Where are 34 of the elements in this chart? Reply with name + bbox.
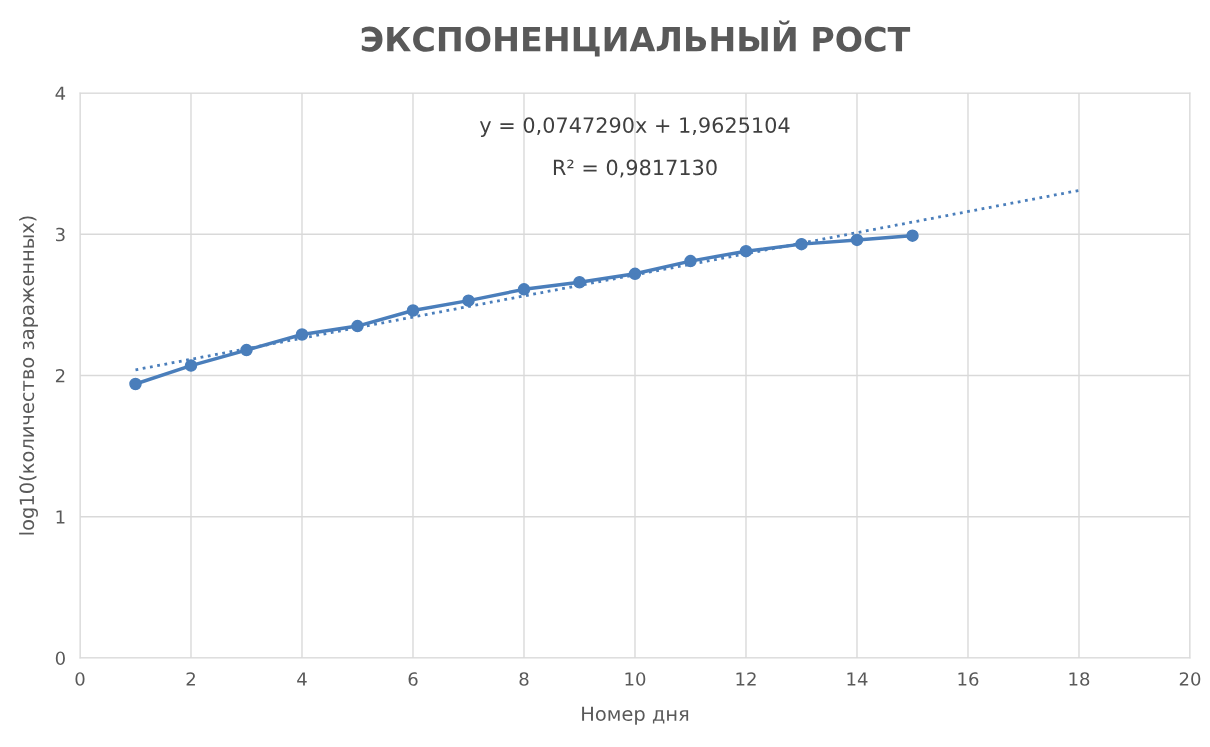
point — [406, 304, 420, 317]
point — [240, 343, 253, 357]
annotation: y = 0,0747290x + 1,9625104 — [479, 117, 790, 137]
point — [739, 244, 753, 258]
x-tick-label: 18 — [1069, 672, 1090, 686]
y-tick-label: 3 — [56, 227, 65, 242]
point — [184, 359, 198, 372]
point — [517, 283, 531, 296]
point — [295, 328, 309, 341]
x-tick-label: 2 — [186, 672, 195, 686]
x-tick-label: 20 — [1179, 672, 1201, 686]
point — [573, 276, 586, 289]
point — [129, 377, 142, 391]
x-tick-label: 16 — [958, 672, 979, 686]
y-tick-label: 1 — [56, 510, 65, 524]
x-tick-label: 8 — [519, 672, 529, 686]
point — [462, 294, 475, 307]
y-tick-label: 2 — [55, 368, 65, 383]
point — [906, 229, 919, 242]
point — [628, 267, 642, 281]
x-axis-title: Номер дня — [582, 706, 689, 725]
chart-title: ЭКСПОНЕНЦИАЛЬНЫЙ РОСТ — [361, 20, 911, 57]
x-tick-label: 14 — [847, 672, 868, 686]
y-tick-label: 4 — [55, 86, 66, 100]
x-tick-label: 10 — [625, 672, 646, 686]
y-tick-label: 0 — [55, 651, 65, 666]
x-tick-label: 6 — [408, 672, 418, 686]
point — [795, 237, 808, 251]
y-axis-title: log10(количество зараженных) — [19, 216, 38, 535]
x-tick-label: 0 — [75, 672, 85, 686]
x-tick-label: 4 — [297, 672, 307, 686]
point — [850, 233, 864, 247]
x-tick-label: 12 — [736, 672, 756, 686]
annotation: R² = 0,9817130 — [553, 159, 717, 178]
